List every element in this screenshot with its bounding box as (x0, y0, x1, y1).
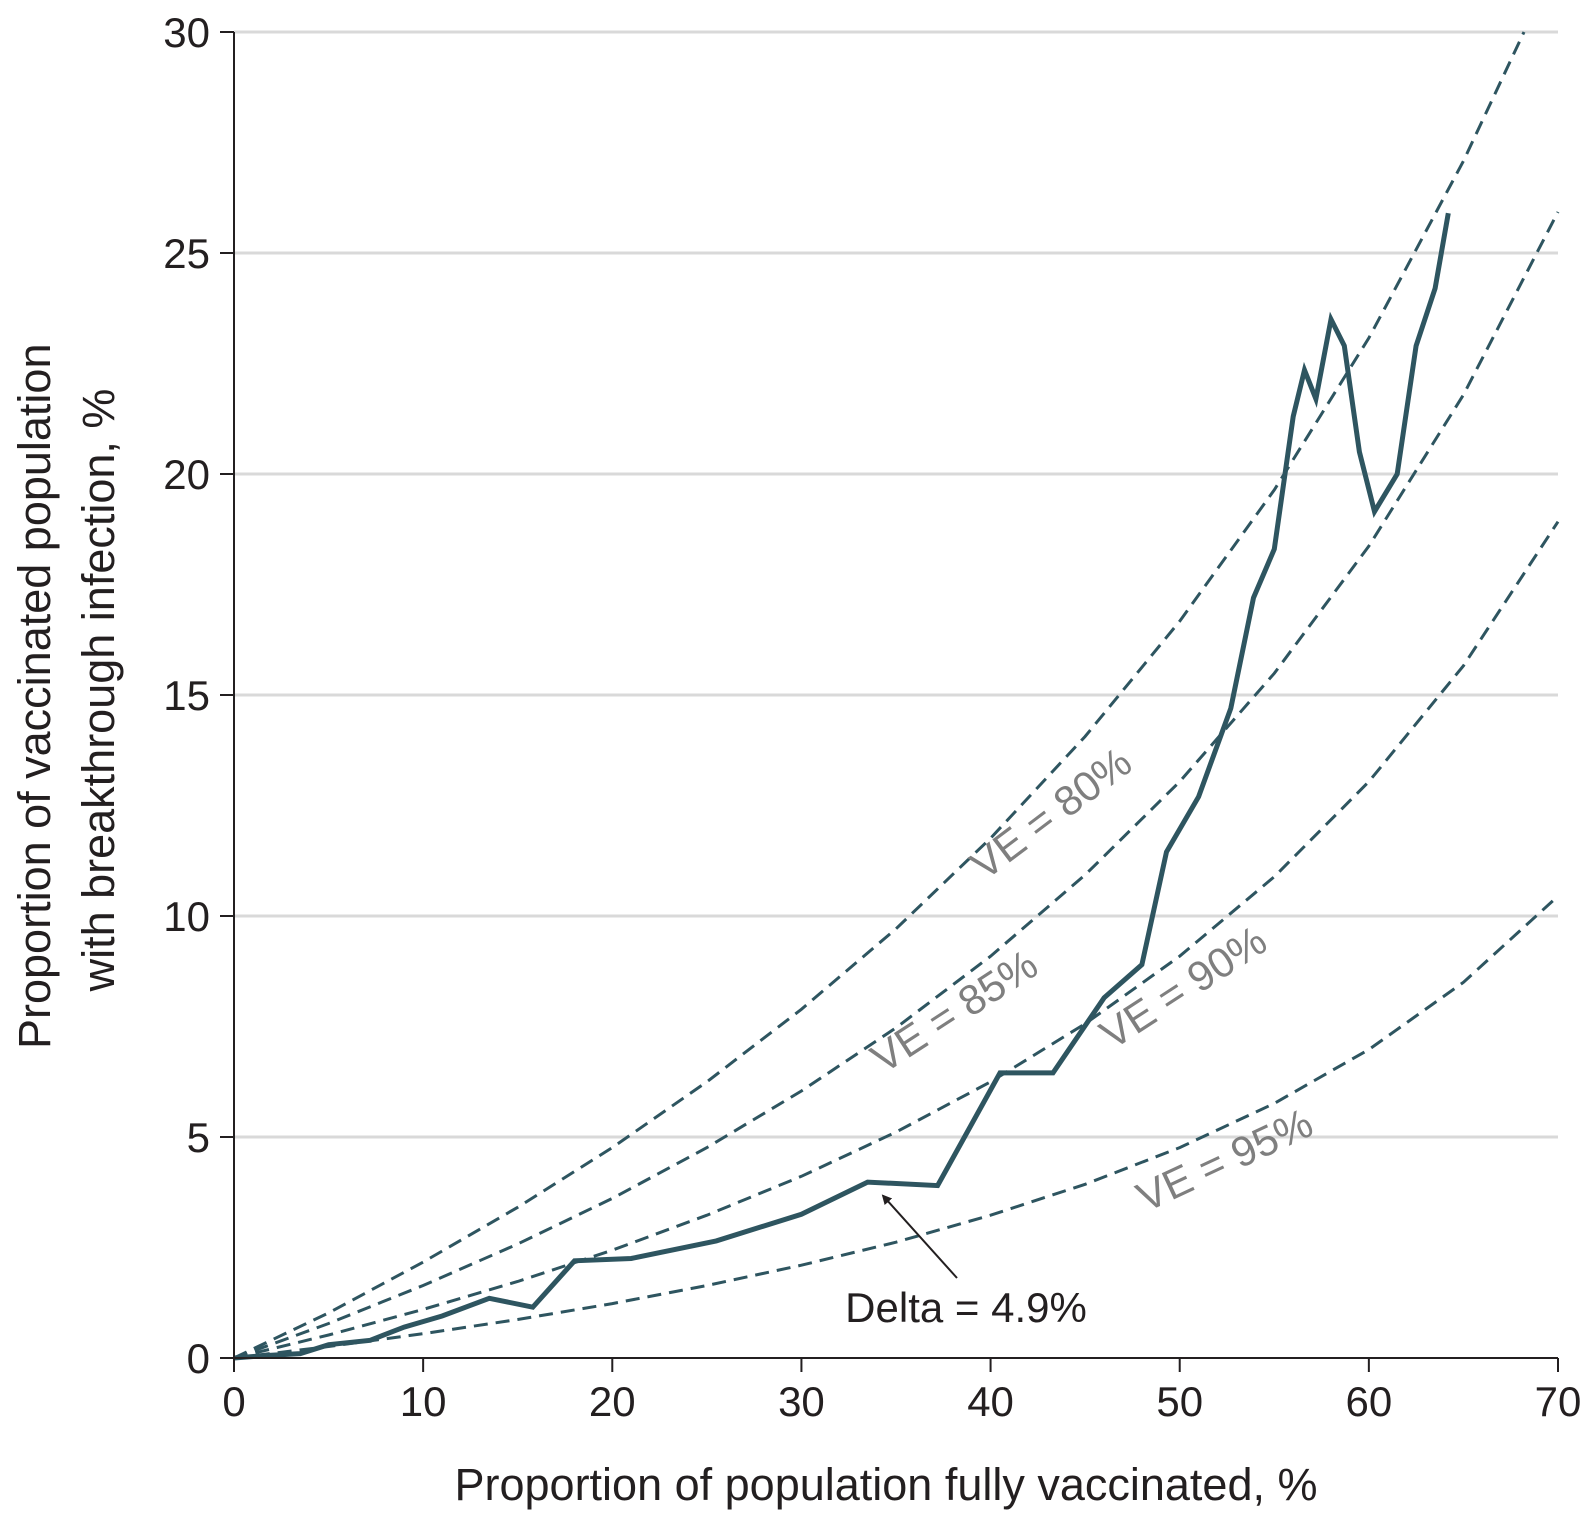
observed-line (233, 212, 1451, 1361)
y-tick-label: 20 (163, 451, 210, 498)
x-tick-label: 70 (1535, 1378, 1582, 1425)
annotation: Delta = 4.9% (845, 1194, 1087, 1331)
y-axis-title: Proportion of vaccinated population with… (9, 331, 124, 1049)
y-axis-title-line-2: with breakthrough infection, % (73, 389, 124, 993)
reference-curve (233, 520, 1560, 1360)
reference-curve (233, 894, 1560, 1360)
tick-labels: 0 5 10 15 20 25 30 0 10 20 30 40 50 60 70 (163, 9, 1581, 1425)
y-tick-label: 10 (163, 893, 210, 940)
curve-label: VE = 80% (962, 738, 1140, 889)
x-tick-label: 0 (222, 1378, 245, 1425)
y-tick-label: 0 (187, 1335, 210, 1382)
x-tick-label: 40 (967, 1378, 1014, 1425)
x-tick-label: 60 (1345, 1378, 1392, 1425)
x-tick-label: 10 (400, 1378, 447, 1425)
x-tick-label: 30 (778, 1378, 825, 1425)
annotation-arrow (881, 1194, 958, 1279)
reference-curve (233, 31, 1526, 1360)
gridlines (234, 30, 1558, 1139)
y-tick-label: 30 (163, 9, 210, 56)
reference-curves (233, 31, 1560, 1360)
observed-series (233, 212, 1451, 1361)
y-tick-label: 5 (187, 1114, 210, 1161)
x-tick-label: 20 (589, 1378, 636, 1425)
y-tick-label: 15 (163, 672, 210, 719)
x-tick-label: 50 (1156, 1378, 1203, 1425)
reference-curve (233, 211, 1560, 1360)
y-tick-label: 25 (163, 230, 210, 277)
curve-label: VE = 95% (1129, 1099, 1319, 1221)
curve-labels: VE = 80%VE = 85% VE = 90%VE = 95% (863, 738, 1320, 1221)
y-axis-title-line-1: Proportion of vaccinated population (9, 344, 60, 1049)
x-axis-title: Proportion of population fully vaccinate… (454, 1459, 1317, 1510)
curve-label: VE = 85% (863, 940, 1046, 1082)
annotation-label: Delta = 4.9% (845, 1284, 1087, 1331)
